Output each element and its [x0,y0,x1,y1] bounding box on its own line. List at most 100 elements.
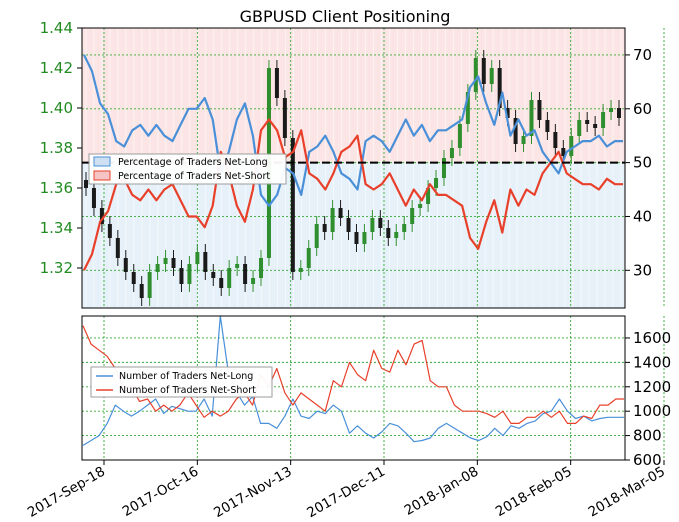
price-tick-label: 1.38 [40,139,73,157]
count-legend: Number of Traders Net-Long Number of Trad… [90,366,273,398]
candle-body [601,112,606,128]
candle-body [282,98,287,138]
net-short-pct-line [83,118,623,271]
candle-body [251,278,256,284]
pct-tick-label: 70 [633,46,652,64]
candle-body [505,108,510,118]
candle-body [179,268,184,284]
candle-body [465,92,470,124]
net-short-count-line [82,325,624,424]
price-tick-label: 1.44 [40,19,73,37]
count-tick-label: 800 [633,427,662,445]
candle-body [314,224,319,248]
pct-tick-label: 40 [633,207,652,225]
pct-tick-label: 50 [633,154,652,172]
candle-body [346,218,351,232]
candle-body [99,208,104,224]
count-tick-label: 1400 [633,353,671,371]
candle-body [561,148,566,156]
candle-body [306,248,311,268]
candle-body [259,258,264,278]
candle-body [298,268,303,272]
candle-body [330,208,335,232]
candle-body [274,68,279,98]
candle-body [394,232,399,238]
x-tick-label: 2018-Jan-08 [402,464,482,518]
candle-body [537,100,542,120]
main-legend: Percentage of Traders Net-Long Percentage… [88,153,287,185]
candle-body [338,208,343,218]
candle-body [473,58,478,92]
candle-body [497,68,502,108]
price-tick-label: 1.42 [40,59,73,77]
legend-swatch-net-long [93,156,111,167]
candle-body [163,258,168,264]
candle-body [609,108,614,112]
candle-body [362,232,367,244]
candle-body [577,120,582,136]
main-legend-box [88,153,287,185]
candle-body [434,178,439,188]
x-tick-label: 2017-Dec-11 [304,464,388,518]
candle-body [354,232,359,244]
candle-body [402,224,407,232]
candle-body [481,58,486,84]
candle-body [131,272,136,284]
candle-body [521,136,526,144]
count-frame [81,315,626,461]
candle-body [418,204,423,208]
candle-body [171,258,176,268]
count-legend-box [90,366,273,398]
candle-body [585,120,590,124]
candle-body [553,132,558,148]
price-tick-label: 1.34 [40,219,73,237]
candle-body [155,264,160,272]
candle-body [386,228,391,238]
candle-body [457,124,462,148]
candle-body [322,224,327,232]
candle-body [203,252,208,272]
candle-body [147,272,152,298]
candle-body [569,136,574,156]
candle-body [378,218,383,228]
candle-body [139,284,144,298]
legend-label-net-short: Percentage of Traders Net-Short [118,171,270,182]
candle-body [115,238,120,258]
chart-title: GBPUSD Client Positioning [240,7,451,26]
candle-body [513,118,518,144]
x-tick-label: 2018-Mar-05 [586,464,668,518]
price-tick-label: 1.36 [40,179,73,197]
candle-body [91,188,96,208]
candle-body [195,252,200,264]
candle-body [84,180,88,188]
legend-swatch-net-short [93,170,111,181]
main-panel: 1.32 1.34 1.36 1.38 1.40 1.42 1.44 30 40 50 60 70 Pe… [40,19,665,309]
count-tick-label: 1000 [633,402,671,420]
candle-body [290,138,295,272]
candle-body [219,278,224,288]
candle-body [227,268,232,288]
x-tick-label: 2018-Feb-05 [493,464,575,518]
candle-body [211,272,216,278]
x-tick-label: 2017-Nov-13 [211,464,295,518]
count-tick-label: 1600 [633,329,671,347]
candle-body [410,208,415,224]
candle-body [545,120,550,132]
candle-body [426,188,431,204]
pct-tick-label: 60 [633,100,652,118]
x-tick-label: 2017-Sep-18 [25,464,108,518]
candle-body [449,148,454,158]
pct-tick-label: 30 [633,261,652,279]
candle-body [593,124,598,128]
price-tick-label: 1.40 [40,99,73,117]
legend-label-net-long: Percentage of Traders Net-Long [118,157,268,168]
candle-body [235,264,240,268]
candle-body [243,264,248,284]
candle-body [441,158,446,178]
candle-body [370,218,375,232]
candle-body [107,224,112,238]
net-long-count-line [82,315,624,446]
price-tick-label: 1.32 [40,259,73,277]
